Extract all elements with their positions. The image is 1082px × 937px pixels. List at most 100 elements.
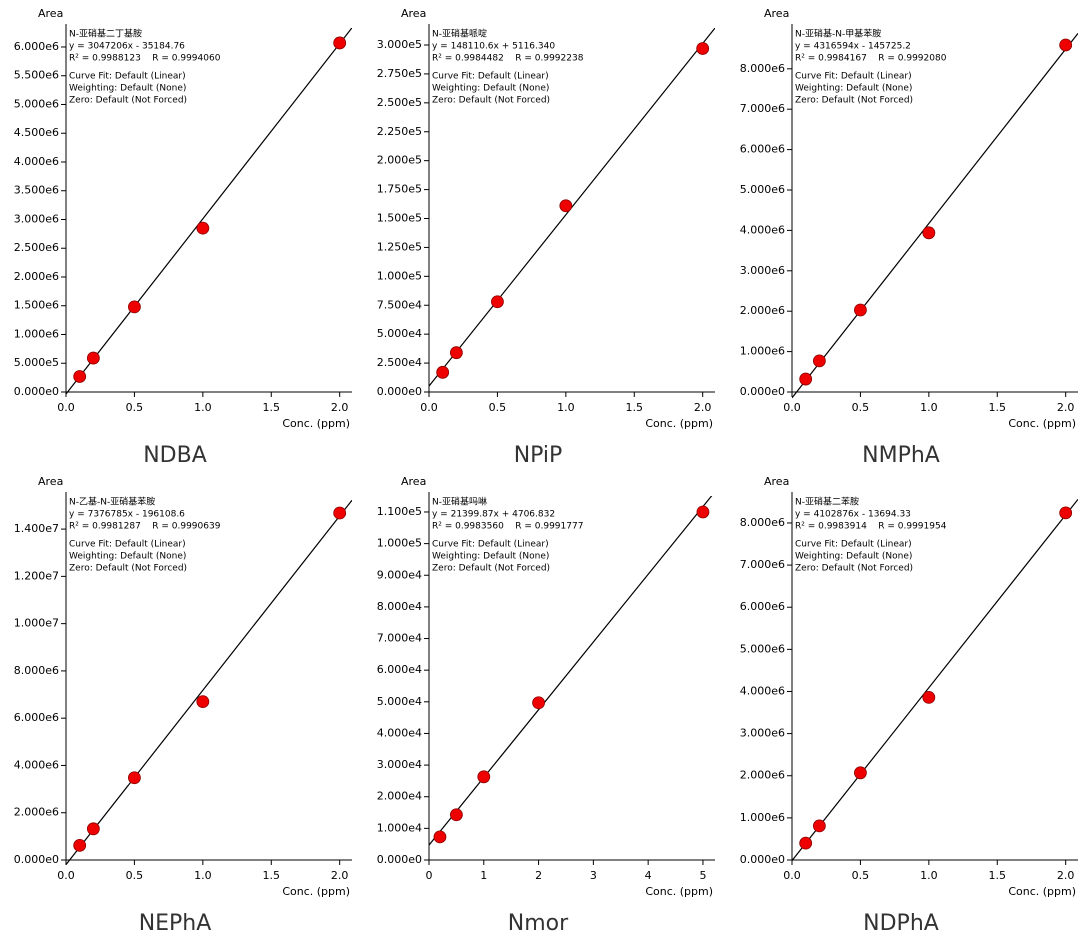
data-point (73, 370, 87, 383)
x-tick-label: 0.5 (126, 401, 144, 414)
x-tick-label: 2.0 (1057, 401, 1075, 414)
panel: 0.000e0 5.000e5 1.000e6 1.500e6 2.000e6 2.500… (14, 7, 352, 468)
annotation: Curve Fit: Default (Linear) (432, 540, 549, 550)
panel: 0.000e0 1.000e4 2.000e4 3.000e4 4.000e4 5.000… (377, 475, 715, 936)
annotation: Zero: Default (Not Forced) (795, 564, 913, 574)
annotation: y = 4316594x - 145725.2 (795, 42, 911, 52)
y-tick-label: 5.000e5 (14, 356, 59, 369)
data-point (86, 822, 100, 836)
data-point (799, 836, 813, 850)
x-tick-label: 0.5 (489, 401, 507, 414)
x-tick-label: 0.0 (783, 869, 801, 882)
fit-line (792, 498, 1078, 861)
annotation: N-亚硝基二丁基胺 (69, 28, 142, 40)
y-tick-label: 1.000e6 (14, 327, 59, 340)
y-tick-label: 6.000e6 (740, 600, 785, 613)
x-tick-label: 3 (590, 869, 597, 882)
fit-line (66, 28, 352, 395)
annotation: Weighting: Default (None) (432, 84, 549, 94)
data-point (436, 365, 450, 379)
y-tick-label: 2.500e5 (377, 96, 422, 109)
y-tick-label: 1.500e6 (14, 299, 59, 312)
x-tick-label: 0.0 (57, 401, 75, 414)
data-point (854, 303, 867, 317)
x-tick-label: 1.5 (989, 401, 1007, 414)
y-axis-label: Area (764, 7, 789, 20)
annotation: Weighting: Default (None) (795, 552, 912, 562)
annotation: N-亚硝基二苯胺 (795, 496, 859, 508)
y-tick-label: 2.000e5 (377, 154, 422, 167)
chart-title: NDPhA (863, 911, 939, 936)
y-axis-label: Area (401, 475, 426, 488)
y-tick-label: 1.750e5 (377, 183, 422, 196)
annotation: R² = 0.9988123 R = 0.9994060 (69, 54, 221, 64)
y-tick-label: 4.000e6 (14, 758, 59, 771)
data-point (449, 346, 463, 360)
annotation: y = 7376785x - 196108.6 (69, 510, 185, 520)
y-tick-label: 4.000e6 (740, 684, 785, 697)
x-tick-label: 1.5 (989, 869, 1007, 882)
y-tick-label: 5.000e4 (377, 327, 422, 340)
data-point (812, 819, 826, 833)
annotation: Curve Fit: Default (Linear) (432, 72, 549, 82)
y-tick-label: 4.000e6 (14, 155, 59, 168)
x-axis-label: Conc. (ppm) (1008, 417, 1076, 430)
x-axis-label: Conc. (ppm) (645, 417, 713, 430)
x-tick-label: 0 (426, 869, 433, 882)
y-tick-label: 1.100e5 (377, 505, 422, 518)
data-point (559, 199, 573, 213)
annotation: Zero: Default (Not Forced) (432, 96, 550, 106)
y-tick-label: 2.250e5 (377, 125, 422, 138)
panel: 0.000e0 1.000e6 2.000e6 3.000e6 4.000e6 5.000… (740, 475, 1078, 936)
y-tick-label: 6.000e6 (740, 143, 785, 156)
annotation: Weighting: Default (None) (69, 84, 186, 94)
y-axis-label: Area (38, 7, 63, 20)
x-tick-label: 0.5 (852, 869, 870, 882)
x-tick-label: 1.0 (194, 401, 212, 414)
y-tick-label: 2.000e4 (377, 790, 422, 803)
y-axis-label: Area (764, 475, 789, 488)
y-tick-label: 7.000e4 (377, 632, 422, 645)
x-tick-label: 1.0 (920, 401, 938, 414)
annotation: Curve Fit: Default (Linear) (795, 540, 912, 550)
data-point (333, 36, 347, 50)
data-point (449, 808, 463, 822)
y-tick-label: 0.000e0 (377, 385, 422, 398)
x-tick-label: 1 (480, 869, 487, 882)
y-tick-label: 4.000e6 (740, 223, 785, 236)
chart-title: Nmor (508, 911, 569, 936)
y-tick-label: 2.500e6 (14, 241, 59, 254)
x-tick-label: 0.5 (852, 401, 870, 414)
annotation: y = 3047206x - 35184.76 (69, 42, 185, 52)
y-tick-label: 0.000e0 (14, 853, 59, 866)
y-tick-label: 4.000e4 (377, 726, 422, 739)
data-point (491, 295, 504, 309)
y-tick-label: 3.000e6 (14, 212, 59, 225)
y-tick-label: 6.000e6 (14, 711, 59, 724)
x-axis-label: Conc. (ppm) (282, 885, 350, 898)
y-tick-label: 2.000e6 (740, 769, 785, 782)
data-point (922, 690, 936, 704)
y-tick-label: 3.500e6 (14, 184, 59, 197)
annotation: N-亚硝基吗啉 (432, 496, 487, 508)
y-tick-label: 5.000e6 (740, 642, 785, 655)
x-tick-label: 1.0 (920, 869, 938, 882)
annotation: R² = 0.9983914 R = 0.9991954 (795, 522, 947, 532)
y-tick-label: 6.000e6 (14, 40, 59, 53)
fit-line (792, 33, 1078, 399)
data-point (196, 695, 210, 709)
annotation: R² = 0.9984167 R = 0.9992080 (795, 54, 947, 64)
y-axis-label: Area (401, 7, 426, 20)
annotation: R² = 0.9981287 R = 0.9990639 (69, 522, 221, 532)
annotation: Zero: Default (Not Forced) (795, 96, 913, 106)
y-tick-label: 0.000e0 (377, 853, 422, 866)
annotation: Weighting: Default (None) (795, 84, 912, 94)
y-tick-label: 3.000e5 (377, 38, 422, 51)
y-tick-label: 8.000e6 (14, 664, 59, 677)
data-point (696, 42, 710, 55)
x-tick-label: 1.5 (263, 401, 281, 414)
data-point (799, 372, 813, 386)
annotation: Curve Fit: Default (Linear) (795, 72, 912, 82)
y-tick-label: 5.000e6 (14, 97, 59, 110)
